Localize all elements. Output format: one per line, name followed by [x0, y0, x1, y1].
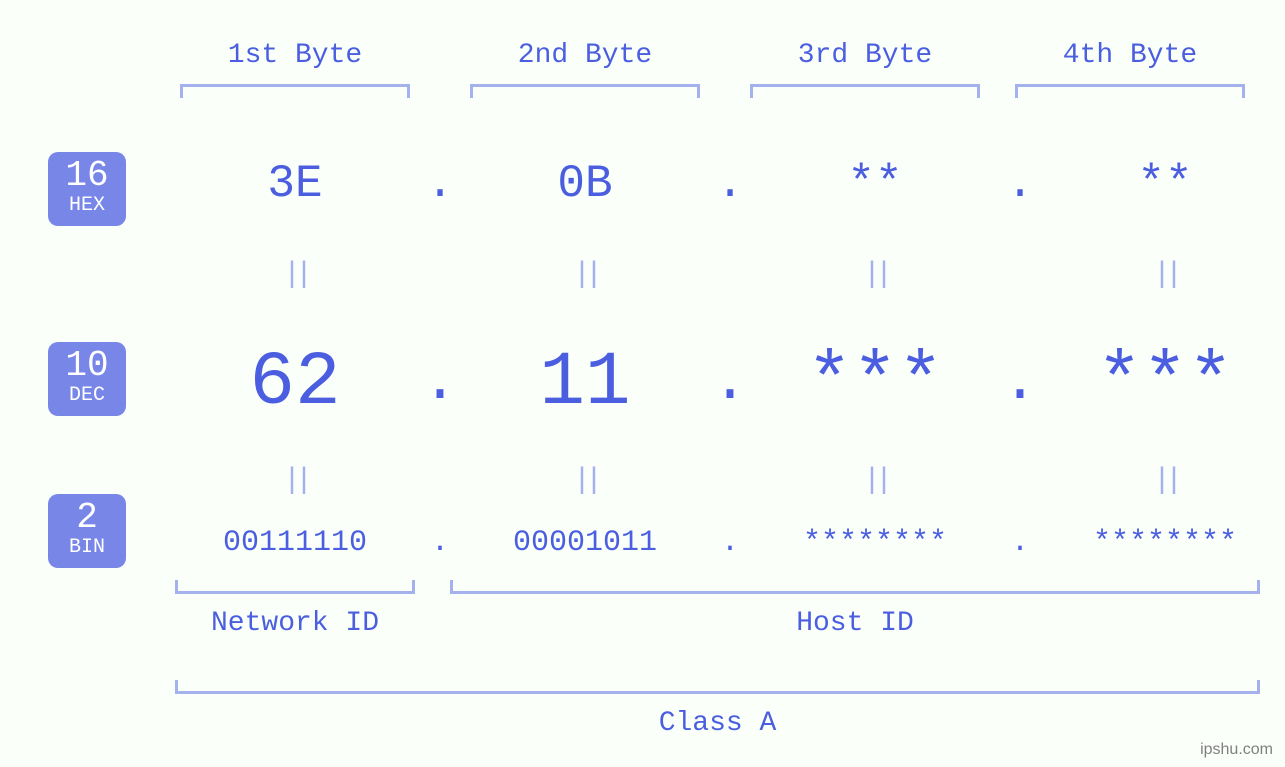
hex-byte-3: ** — [750, 158, 1000, 210]
hex-row: 3E . 0B . ** . ** — [170, 158, 1265, 210]
bin-byte-2: 00001011 — [460, 526, 710, 560]
dot-separator: . — [710, 349, 750, 417]
network-id-label: Network ID — [175, 608, 415, 639]
class-bracket-icon — [175, 680, 1260, 694]
dot-separator: . — [1000, 526, 1040, 560]
hex-badge-label: HEX — [69, 196, 105, 216]
dec-badge-label: DEC — [69, 386, 105, 406]
equals-icon: || — [1040, 464, 1285, 498]
byte-3-bracket-icon — [750, 84, 980, 98]
bin-badge-number: 2 — [76, 500, 98, 536]
byte-2-label: 2nd Byte — [470, 40, 700, 71]
byte-4-bracket-icon — [1015, 84, 1245, 98]
bin-row: 00111110 . 00001011 . ******** . *******… — [170, 526, 1265, 560]
bin-byte-1: 00111110 — [170, 526, 420, 560]
equals-icon: || — [460, 258, 710, 292]
dot-separator: . — [1000, 349, 1040, 417]
dot-separator: . — [420, 349, 460, 417]
hex-byte-4: ** — [1040, 158, 1285, 210]
host-id-bracket-icon — [450, 580, 1260, 594]
equals-icon: || — [170, 258, 420, 292]
dec-byte-4: *** — [1040, 340, 1285, 426]
hex-byte-2: 0B — [460, 158, 710, 210]
equals-icon: || — [1040, 258, 1285, 292]
equals-icon: || — [170, 464, 420, 498]
byte-4-label: 4th Byte — [1015, 40, 1245, 71]
byte-1-bracket-icon — [180, 84, 410, 98]
dec-badge: 10 DEC — [48, 342, 126, 416]
byte-1-label: 1st Byte — [180, 40, 410, 71]
byte-2-bracket-icon — [470, 84, 700, 98]
bin-badge: 2 BIN — [48, 494, 126, 568]
bin-byte-4: ******** — [1040, 526, 1285, 560]
equals-icon: || — [460, 464, 710, 498]
dec-row: 62 . 11 . *** . *** — [170, 340, 1265, 426]
host-id-label: Host ID — [450, 608, 1260, 639]
equals-row-bottom: || || || || — [170, 464, 1265, 498]
class-label: Class A — [175, 708, 1260, 739]
bin-byte-3: ******** — [750, 526, 1000, 560]
dec-byte-2: 11 — [460, 340, 710, 426]
dot-separator: . — [710, 526, 750, 560]
dec-badge-number: 10 — [65, 348, 108, 384]
dec-byte-1: 62 — [170, 340, 420, 426]
watermark: ipshu.com — [1200, 741, 1273, 759]
dot-separator: . — [420, 526, 460, 560]
dec-byte-3: *** — [750, 340, 1000, 426]
equals-icon: || — [750, 258, 1000, 292]
dot-separator: . — [710, 158, 750, 210]
hex-byte-1: 3E — [170, 158, 420, 210]
byte-3-label: 3rd Byte — [750, 40, 980, 71]
hex-badge-number: 16 — [65, 158, 108, 194]
equals-row-top: || || || || — [170, 258, 1265, 292]
network-id-bracket-icon — [175, 580, 415, 594]
bin-badge-label: BIN — [69, 538, 105, 558]
hex-badge: 16 HEX — [48, 152, 126, 226]
dot-separator: . — [420, 158, 460, 210]
equals-icon: || — [750, 464, 1000, 498]
dot-separator: . — [1000, 158, 1040, 210]
